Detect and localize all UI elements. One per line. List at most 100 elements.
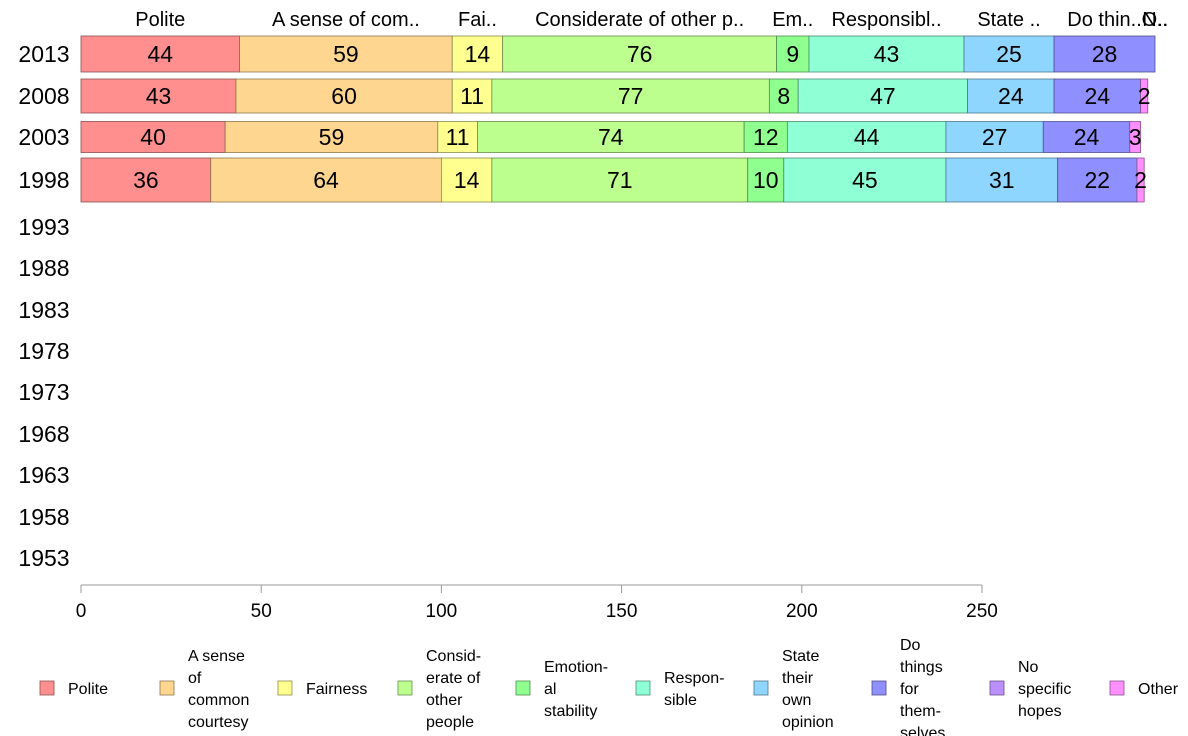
x-axis: 0 50 100 150 200 250: [76, 584, 998, 622]
x-tick-label-200: 200: [786, 601, 818, 622]
year-label-1993: 1993: [18, 214, 69, 240]
bar-1998-emotional-stability: [747, 157, 785, 203]
top-label-a-sense-of-common-courtesy: A sense of com..: [272, 9, 420, 31]
bar-2013-emotional-stability: [776, 35, 810, 73]
value-label-2008-a-sense-of-common-courtesy: 60: [331, 83, 357, 109]
year-label-1983: 1983: [18, 297, 69, 323]
value-label-2008-considerate-of-other-people: 77: [618, 83, 644, 109]
bar-2008-a-sense-of-common-courtesy: [235, 78, 453, 114]
legend-swatch-a-sense-of-common-courtesy: [159, 680, 175, 696]
value-label-1998-fairness: 14: [454, 167, 480, 193]
bar-2003-fairness: [437, 121, 478, 153]
top-labels-layer: Polite A sense of com.. Fai.. Considerate o…: [135, 9, 1168, 31]
legend-label-responsible: Respon-sible: [664, 670, 724, 709]
bar-2008-do-things-for-themselves: [1053, 78, 1141, 114]
bar-2013-fairness: [451, 35, 504, 73]
value-label-2003-polite: 40: [140, 124, 166, 150]
value-label-2003-do-things-for-themselves: 24: [1074, 124, 1100, 150]
value-label-2013-responsible: 43: [874, 41, 900, 67]
value-label-1998-do-things-for-themselves: 22: [1085, 167, 1111, 193]
legend-label-other: Other: [1138, 681, 1179, 698]
year-label-1978: 1978: [18, 338, 69, 364]
legend-swatch-other: [1109, 680, 1125, 696]
year-label-1958: 1958: [18, 504, 69, 530]
legend-swatch-considerate-of-other-people: [397, 680, 413, 696]
value-label-2013-state-their-own-opinion: 25: [996, 41, 1022, 67]
value-label-1998-considerate-of-other-people: 71: [607, 167, 633, 193]
value-label-2013-do-things-for-themselves: 28: [1092, 41, 1118, 67]
value-label-1998-polite: 36: [133, 167, 159, 193]
value-label-2013-emotional-stability: 9: [786, 41, 799, 67]
value-label-2008-do-things-for-themselves: 24: [1085, 83, 1111, 109]
value-label-1998-state-their-own-opinion: 31: [989, 167, 1015, 193]
year-label-1968: 1968: [18, 421, 69, 447]
bar-2008-other: [1140, 78, 1149, 114]
value-label-1998-other: 2: [1134, 167, 1147, 193]
value-label-2003-fairness: 11: [446, 124, 470, 150]
bar-2003-responsible: [786, 121, 947, 153]
legend: Polite A sense of common courtesy Fairness Con…: [39, 637, 1179, 736]
legend-swatch-state-their-own-opinion: [753, 680, 769, 696]
x-tick-label-250: 250: [966, 601, 998, 622]
value-label-2003-a-sense-of-common-courtesy: 59: [319, 124, 345, 150]
legend-label-emotional-stability: Emotion-al stability: [544, 659, 608, 720]
bar-2003-a-sense-of-common-courtesy: [224, 121, 439, 153]
year-label-1953: 1953: [18, 545, 69, 571]
value-label-2008-polite: 43: [146, 83, 172, 109]
legend-swatch-responsible: [635, 680, 651, 696]
value-label-1998-responsible: 45: [852, 167, 878, 193]
value-label-2003-other: 3: [1129, 124, 1142, 150]
bar-1998-considerate-of-other-people: [491, 157, 749, 203]
top-label-fairness: Fai..: [458, 9, 497, 31]
bar-1998-a-sense-of-common-courtesy: [210, 157, 442, 203]
year-label-2008: 2008: [18, 83, 69, 109]
year-labels-layer: 2013 2008 2003 1998 1993 1988 1983 1978 1973 1968…: [18, 41, 69, 571]
top-label-responsible: Responsibl..: [831, 9, 941, 31]
value-label-2008-emotional-stability: 8: [777, 83, 790, 109]
bar-2008-polite: [80, 78, 237, 114]
year-label-2013: 2013: [18, 41, 69, 67]
x-tick-label-100: 100: [426, 601, 458, 622]
value-label-2008-state-their-own-opinion: 24: [998, 83, 1024, 109]
bar-2013-do-things-for-themselves: [1053, 35, 1156, 73]
value-label-2003-considerate-of-other-people: 74: [598, 124, 624, 150]
top-label-polite: Polite: [135, 9, 185, 31]
value-label-2003-emotional-stability: 12: [753, 124, 779, 150]
bars-layer: 44 59 14 76 9 43 25 28 43 60 11 77 8 47 24 24 2 40 59 11 74 1…: [80, 35, 1156, 203]
legend-label-state-their-own-opinion: State their own opinion: [782, 648, 834, 731]
value-label-2008-fairness: 11: [460, 83, 484, 109]
value-label-1998-a-sense-of-common-courtesy: 64: [313, 167, 339, 193]
value-label-2013-considerate-of-other-people: 76: [627, 41, 653, 67]
x-tick-label-150: 150: [606, 601, 638, 622]
legend-label-do-things-for-themselves: Do things for them-selves: [900, 637, 945, 736]
bar-1998-state-their-own-opinion: [945, 157, 1059, 203]
bar-2013-state-their-own-opinion: [963, 35, 1055, 73]
x-tick-label-0: 0: [76, 601, 87, 622]
bar-1998-other: [1136, 157, 1145, 203]
year-label-1973: 1973: [18, 379, 69, 405]
bar-2008-responsible: [797, 78, 968, 114]
bar-2003-do-things-for-themselves: [1042, 121, 1131, 153]
top-label-state-their-own-opinion: State ..: [977, 9, 1040, 31]
value-label-2013-polite: 44: [147, 41, 173, 67]
legend-swatch-emotional-stability: [515, 680, 531, 696]
legend-swatch-do-things-for-themselves: [871, 680, 887, 696]
legend-swatch-no-specific-hopes: [989, 680, 1005, 696]
value-label-2003-state-their-own-opinion: 27: [982, 124, 1008, 150]
bar-2013-polite: [80, 35, 240, 73]
bar-1998-do-things-for-themselves: [1057, 157, 1138, 203]
top-label-other: O..: [1142, 9, 1169, 31]
legend-swatch-polite: [39, 680, 55, 696]
top-label-emotional-stability: Em..: [772, 9, 813, 31]
bar-2013-considerate-of-other-people: [502, 35, 777, 73]
bar-2008-considerate-of-other-people: [491, 78, 770, 114]
year-label-2003: 2003: [18, 124, 69, 150]
bar-2008-emotional-stability: [768, 78, 799, 114]
top-label-considerate-of-other-people: Considerate of other p..: [535, 9, 744, 31]
year-label-1988: 1988: [18, 255, 69, 281]
bar-2003-other: [1129, 121, 1141, 153]
value-label-2008-other: 2: [1138, 83, 1151, 109]
legend-label-considerate-of-other-people: Consid-erate of other people: [426, 648, 481, 731]
legend-label-fairness: Fairness: [306, 681, 367, 698]
